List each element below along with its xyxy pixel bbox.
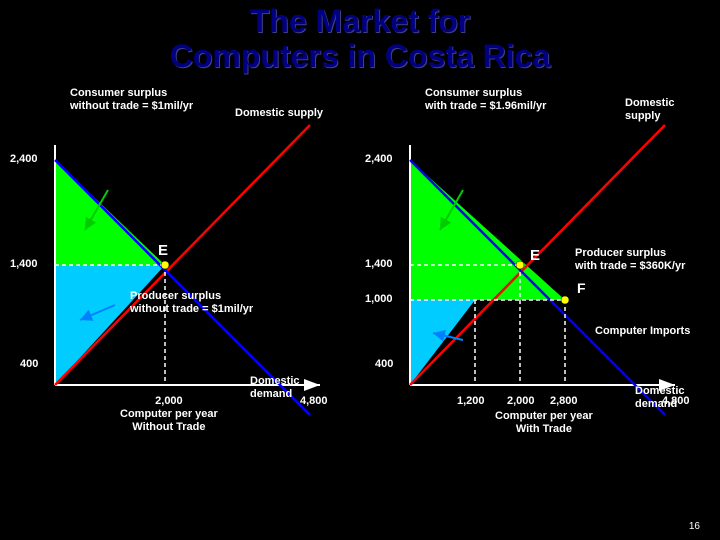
xt-2000: 2,000 (507, 395, 535, 407)
ytick-1000-r: 1,000 (365, 293, 393, 305)
title-line2: Computers in Costa Rica (170, 38, 551, 74)
cs-area-right (410, 160, 565, 300)
supply-label-right: Domesticsupply (625, 97, 675, 123)
charts-container: Consumer surpluswithout trade = $1mil/yr… (0, 95, 720, 515)
cs-label-r: Consumer surpluswith trade = $1.96mil/yr (425, 87, 546, 113)
ytick-1400-r: 1,400 (365, 258, 393, 270)
chart-with-trade: Consumer surpluswith trade = $1.96mil/yr… (365, 95, 715, 465)
xlabel-left: 2,000Computer per yearWithout Trade (120, 395, 218, 435)
ytick-2400: 2,400 (10, 153, 38, 165)
label-f: F (577, 280, 586, 296)
xmax-left: 4,800 (300, 395, 328, 407)
point-f (561, 296, 569, 304)
ytick-2400-r: 2,400 (365, 153, 393, 165)
ytick-400: 400 (20, 358, 38, 370)
ytick-400-r: 400 (375, 358, 393, 370)
demand-label-left: Domesticdemand (250, 375, 300, 401)
label-e-left: E (158, 242, 168, 259)
title-line1: The Market for (250, 3, 470, 39)
slide-title: The Market for Computers in Costa Rica (0, 0, 720, 74)
ps-label-left: Producer surpluswithout trade = $1mil/yr (130, 290, 253, 316)
xt-1200: 1,200 (457, 395, 485, 407)
label-e-right: E (530, 247, 540, 264)
slide-number: 16 (689, 521, 700, 532)
ps-label-right: Producer surpluswith trade = $360K/yr (575, 247, 685, 273)
xsub-right: Computer per yearWith Trade (495, 410, 593, 436)
point-e-r (516, 261, 524, 269)
imports-label: Computer Imports (595, 325, 690, 337)
supply-label-left: Domestic supply (235, 107, 323, 120)
chart-without-trade: Consumer surpluswithout trade = $1mil/yr… (10, 95, 360, 465)
cs-label: Consumer surpluswithout trade = $1mil/yr (70, 87, 193, 113)
xt-2800: 2,800 (550, 395, 578, 407)
ps-area-right (410, 300, 475, 385)
ytick-1400: 1,400 (10, 258, 38, 270)
xmax-right: 4,800 (662, 395, 690, 407)
point-e (161, 261, 169, 269)
